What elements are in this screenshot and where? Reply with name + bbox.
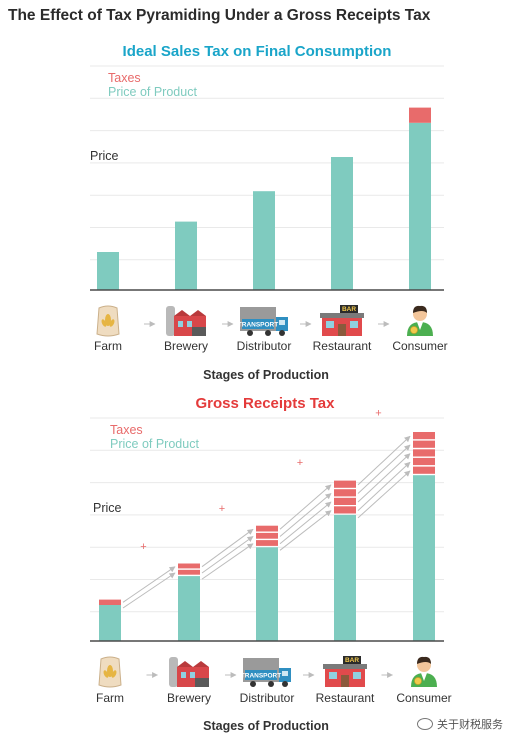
pyramiding-arrow [357, 470, 411, 519]
bar-tax-consumer-layer-5 [413, 466, 435, 474]
bar-tax-restaurant-layer-1 [334, 480, 356, 488]
bar-price-restaurant [331, 157, 353, 290]
bar-tax-distributor-layer-1 [256, 525, 278, 532]
category-label-farm: Farm [94, 339, 122, 353]
main-title: The Effect of Tax Pyramiding Under a Gro… [8, 7, 431, 24]
consumer-person-icon [407, 305, 433, 336]
svg-text:TRANSPORT: TRANSPORT [238, 322, 278, 329]
legend-taxes: Taxes [110, 423, 143, 437]
category-label-consumer: Consumer [392, 339, 447, 353]
chart-title: Gross Receipts Tax [196, 395, 336, 412]
consumer-person-icon [411, 656, 437, 687]
brewery-icon [169, 657, 209, 687]
plus-marker: + [219, 503, 225, 515]
bar-price-distributor [253, 191, 275, 290]
category-label-brewery: Brewery [167, 691, 211, 705]
svg-text:BAR: BAR [345, 657, 359, 664]
category-label-distributor: Distributor [240, 691, 295, 705]
pyramiding-arrow [122, 572, 176, 609]
plus-marker: + [297, 457, 303, 469]
category-label-consumer: Consumer [396, 691, 451, 705]
category-label-restaurant: Restaurant [313, 339, 372, 353]
y-axis-label: Price [93, 501, 122, 515]
bar-price-consumer [413, 475, 435, 641]
plus-marker: + [375, 408, 381, 420]
wechat-icon [417, 718, 433, 730]
bar-tax-brewery-layer-2 [178, 569, 200, 575]
y-axis-label: Price [90, 149, 119, 163]
category-label-farm: Farm [96, 691, 124, 705]
brewery-icon [166, 306, 206, 336]
bar-tax-distributor-layer-2 [256, 532, 278, 539]
svg-text:BAR: BAR [342, 306, 356, 313]
pyramiding-arrow [279, 501, 332, 545]
pyramiding-arrow [357, 435, 411, 486]
transport-truck-icon: TRANSPORT [238, 307, 288, 336]
restaurant-bar-icon: BAR [320, 305, 364, 336]
category-label-brewery: Brewery [164, 339, 208, 353]
watermark: 关于财税服务 [417, 716, 503, 732]
pyramiding-arrow [357, 461, 411, 511]
watermark-text: 关于财税服务 [437, 719, 503, 731]
bar-price-consumer [409, 122, 431, 290]
category-label-restaurant: Restaurant [316, 691, 375, 705]
legend-price-of-product: Price of Product [108, 85, 197, 99]
bar-tax-consumer-layer-3 [413, 449, 435, 457]
restaurant-bar-icon: BAR [323, 656, 367, 687]
plus-marker: + [140, 541, 146, 553]
bar-tax-brewery-layer-1 [178, 563, 200, 569]
bar-tax-consumer-layer-1 [413, 432, 435, 440]
pyramiding-arrow [279, 493, 332, 537]
pyramiding-arrow [201, 536, 254, 574]
x-axis-label: Stages of Production [203, 368, 329, 382]
pyramiding-arrow [357, 453, 411, 503]
legend-taxes: Taxes [108, 71, 141, 85]
bar-price-restaurant [334, 514, 356, 641]
transport-truck-icon: TRANSPORT [241, 658, 291, 687]
bar-tax-restaurant-layer-3 [334, 497, 356, 505]
bar-tax-restaurant-layer-4 [334, 506, 356, 514]
pyramiding-arrow [201, 528, 254, 568]
bar-price-farm [99, 605, 121, 641]
bar-tax-distributor-layer-3 [256, 540, 278, 546]
bar-price-farm [97, 252, 119, 290]
bar-price-brewery [175, 221, 197, 290]
chart-title: Ideal Sales Tax on Final Consumption [123, 43, 392, 60]
bar-tax-farm-layer-1 [99, 599, 121, 605]
pyramiding-arrow [122, 566, 176, 603]
bar-tax-consumer-layer-1 [409, 107, 431, 123]
bar-tax-restaurant-layer-2 [334, 489, 356, 497]
category-label-distributor: Distributor [237, 339, 292, 353]
x-axis-label: Stages of Production [203, 719, 329, 733]
bar-tax-consumer-layer-4 [413, 457, 435, 466]
bar-tax-consumer-layer-2 [413, 440, 435, 448]
pyramiding-arrow [279, 510, 332, 551]
svg-text:TRANSPORT: TRANSPORT [241, 673, 281, 680]
bar-price-distributor [256, 547, 278, 641]
pyramiding-arrow [279, 484, 332, 530]
legend-price-of-product: Price of Product [110, 437, 199, 451]
wheat-sack-icon [98, 656, 122, 688]
pyramiding-arrow [357, 444, 411, 494]
sales-tax-chart: Ideal Sales Tax on Final Consumption Taxe… [90, 43, 448, 382]
wheat-sack-icon [96, 305, 120, 337]
pyramiding-arrow [201, 543, 254, 580]
bar-price-brewery [178, 576, 200, 641]
